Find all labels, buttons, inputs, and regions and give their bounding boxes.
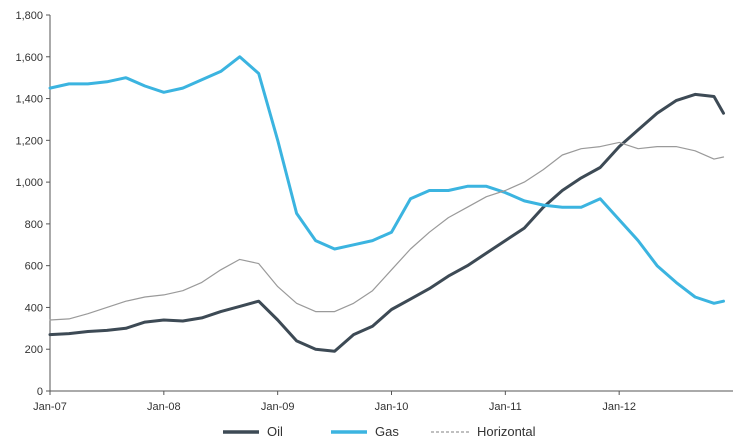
- x-tick-label: Jan-08: [147, 401, 181, 413]
- y-tick-label: 1,200: [15, 135, 43, 147]
- axes: [46, 14, 733, 395]
- x-tick-label: Jan-07: [33, 401, 67, 413]
- legend-label-oil: Oil: [267, 424, 283, 439]
- y-tick-label: 200: [25, 344, 43, 356]
- y-tick-label: 800: [25, 219, 43, 231]
- legend-label-gas: Gas: [375, 424, 399, 439]
- legend-label-horizontal: Horizontal: [477, 424, 536, 439]
- y-tick-label: 0: [37, 386, 43, 398]
- series-line-horizontal: [49, 141, 725, 321]
- y-tick-label: 1,400: [15, 94, 43, 106]
- y-tick-label: 600: [25, 261, 43, 273]
- x-tick-label: Jan-09: [261, 401, 295, 413]
- x-tick-label: Jan-11: [489, 401, 522, 413]
- legend: Oil Gas Horizontal: [223, 424, 536, 439]
- y-tick-label: 400: [25, 302, 43, 314]
- series-line-gas: [48, 55, 725, 305]
- series-lines: [48, 55, 725, 353]
- tick-labels: 0 200 400 600 800 1,000 1,200 1,400 1,600 1,800 Ja…: [15, 10, 636, 413]
- x-tick-label: Jan-10: [375, 401, 409, 413]
- y-tick-label: 1,800: [15, 10, 43, 22]
- x-tick-label: Jan-12: [602, 401, 636, 413]
- y-tick-label: 1,000: [15, 177, 43, 189]
- series-line-oil: [48, 92, 725, 353]
- y-tick-label: 1,600: [15, 52, 43, 64]
